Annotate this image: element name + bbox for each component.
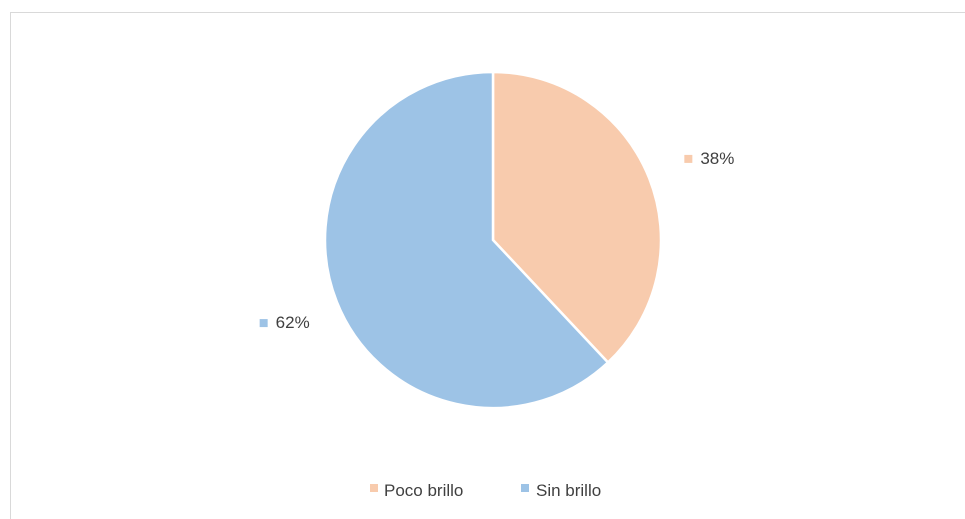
data-label-swatch (684, 154, 693, 163)
data-label-text: 62% (276, 313, 310, 332)
data-labels: 38% 62% (259, 149, 734, 332)
data-label-text: 38% (700, 149, 734, 168)
legend-label-poco-brillo: Poco brillo (384, 481, 463, 500)
legend: Poco brillo Sin brillo (370, 481, 601, 500)
pie-slices (323, 70, 663, 410)
pie-slice-poco-brillo (491, 70, 663, 365)
data-label-sin-brillo: 62% (259, 313, 310, 332)
legend-swatch-sin-brillo (521, 484, 529, 492)
data-label-swatch (259, 319, 268, 328)
legend-label-sin-brillo: Sin brillo (536, 481, 601, 500)
data-label-poco-brillo: 38% (684, 149, 734, 168)
pie-slice-sin-brillo (323, 70, 610, 410)
legend-swatch-poco-brillo (370, 484, 378, 492)
